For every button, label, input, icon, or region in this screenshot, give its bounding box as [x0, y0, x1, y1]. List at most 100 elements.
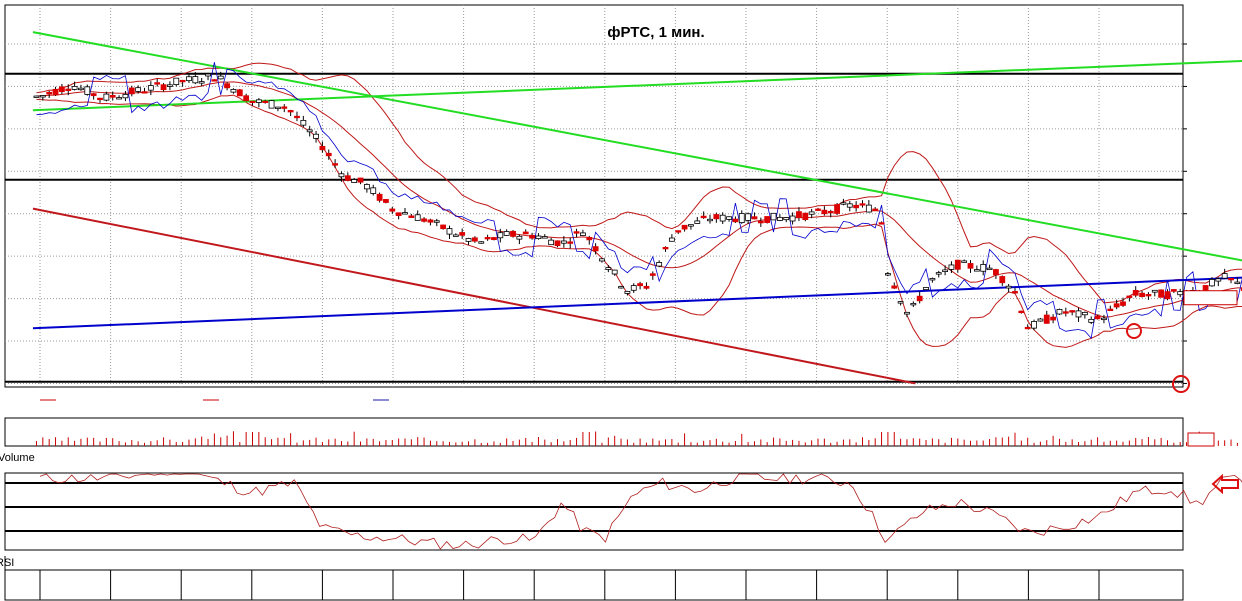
candle-down: [389, 208, 396, 212]
candle-down: [510, 230, 516, 237]
candle-down: [383, 199, 389, 203]
volume-label: Volume: [0, 452, 35, 464]
candle-down: [554, 240, 561, 247]
candle-up: [618, 286, 624, 289]
candle-down: [1012, 291, 1018, 294]
candle-down: [757, 220, 764, 224]
candle-down: [262, 100, 269, 103]
candle-up: [986, 267, 993, 271]
candle-down: [1228, 277, 1234, 281]
volume-value-box: [1187, 432, 1215, 447]
candle-down: [1170, 289, 1177, 292]
candle-down: [1202, 285, 1209, 291]
candle-up: [935, 272, 942, 275]
time-axis: [4, 556, 1184, 601]
candle-down: [859, 203, 866, 206]
candle-up: [789, 215, 796, 222]
candle-up: [726, 216, 732, 220]
rsi-panel: [4, 472, 1242, 551]
parabolic-sar-line: [36, 62, 1242, 339]
candle-up: [78, 87, 84, 91]
candle-up: [1209, 279, 1215, 287]
candle-down: [1132, 289, 1139, 296]
candle-up: [776, 216, 783, 221]
blue-trendline: [32, 276, 1242, 330]
candle-down: [1069, 310, 1076, 313]
candle-up: [363, 184, 370, 190]
candle-up: [846, 203, 853, 208]
candle-up: [904, 311, 910, 315]
candle-up: [630, 285, 637, 291]
candle-up: [402, 212, 408, 215]
candle-up: [923, 287, 929, 291]
candle-down: [993, 269, 999, 276]
candle-up: [980, 264, 987, 272]
rsi-line: [39, 473, 1242, 550]
candle-down: [1107, 308, 1114, 312]
candle-up: [103, 93, 110, 101]
candle-down: [440, 224, 447, 230]
candle-up: [897, 301, 904, 304]
candle-up: [198, 81, 205, 84]
candle-up: [719, 214, 726, 222]
candle-down: [802, 212, 809, 221]
time-axis-frame: [4, 569, 1184, 601]
candle-down: [179, 79, 186, 83]
candle-down: [732, 218, 739, 223]
candle-down: [97, 97, 103, 101]
candles: [33, 71, 1242, 331]
candle-down: [916, 295, 923, 302]
candle-down: [872, 208, 879, 211]
candle-up: [452, 234, 459, 237]
candle-up: [1075, 310, 1082, 318]
candle-up: [548, 239, 555, 246]
candle-down: [65, 88, 72, 91]
current-price-box: [1183, 290, 1238, 306]
candle-down: [1145, 294, 1152, 297]
parabolic-sar: [36, 62, 1242, 339]
candle-up: [186, 76, 192, 82]
candle-up: [840, 202, 847, 205]
candle-up: [306, 129, 313, 133]
candle-up: [1005, 285, 1012, 289]
green-trendline: [32, 31, 1242, 262]
candle-up: [605, 267, 612, 270]
candle-up: [865, 204, 872, 213]
candle-down: [281, 106, 288, 109]
candle-down: [294, 115, 300, 119]
candle-down: [1024, 326, 1031, 330]
candle-up: [122, 93, 129, 99]
candle-down: [491, 237, 497, 241]
candle-down: [249, 100, 256, 104]
candle-up: [84, 86, 91, 95]
candle-down: [357, 177, 364, 183]
candle-down: [344, 175, 351, 181]
candle-down: [332, 163, 339, 166]
volume-panel: [4, 417, 1238, 447]
candle-down: [681, 224, 688, 230]
candle-down: [1158, 289, 1165, 298]
candle-up: [275, 106, 281, 109]
candle-down: [999, 276, 1006, 284]
candle-down: [529, 234, 535, 239]
candle-up: [313, 133, 319, 139]
bollinger-bands: [36, 62, 1242, 348]
candle-down: [484, 237, 491, 240]
candle-down: [700, 215, 707, 219]
candle-up: [338, 173, 345, 178]
candle-down: [58, 86, 65, 93]
volume-plot-frame: [4, 417, 1184, 447]
candle-up: [433, 220, 440, 223]
candle-up: [33, 95, 40, 98]
candle-down: [637, 283, 643, 287]
candle-down: [319, 145, 326, 151]
candle-up: [116, 97, 122, 100]
candle-up: [268, 100, 275, 109]
candle-up: [611, 269, 618, 275]
chart-title: фРТС, 1 мин.: [607, 24, 704, 41]
candle-up: [39, 95, 46, 98]
candle-up: [173, 77, 180, 86]
candle-up: [1151, 289, 1158, 293]
candle-down: [90, 93, 97, 97]
candle-up: [624, 291, 631, 294]
